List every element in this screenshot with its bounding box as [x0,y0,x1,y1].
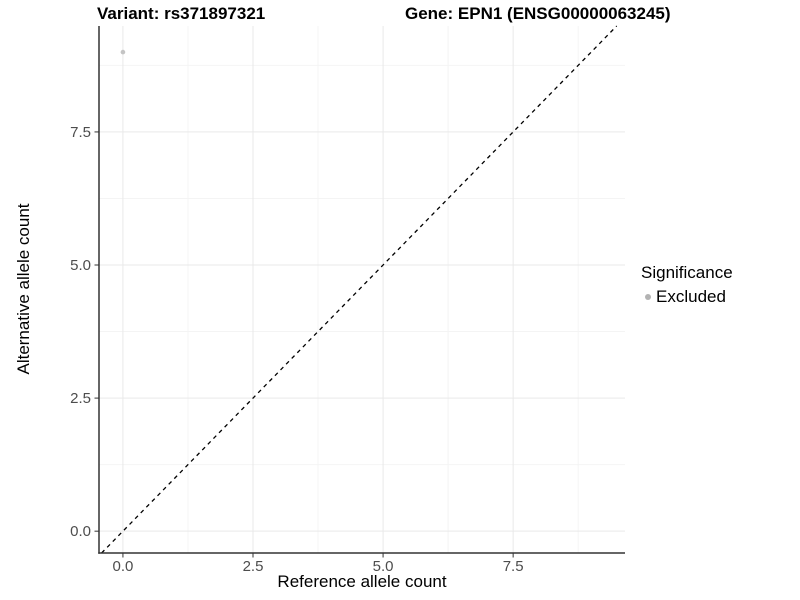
y-axis-title: Alternative allele count [14,203,33,375]
plot-title-gene: Gene: EPN1 (ENSG00000063245) [405,4,671,23]
legend: Significance Excluded [641,263,733,307]
y-tick-label: 0.0 [70,523,91,540]
x-axis-title: Reference allele count [277,572,447,591]
axis-lines [98,26,625,554]
x-tick-label: 0.0 [113,558,134,575]
y-tick-label: 7.5 [70,124,91,141]
x-tick-label: 5.0 [373,558,394,575]
grid-minor-lines [99,26,625,553]
x-tick-label: 7.5 [503,558,524,575]
x-tick-label: 2.5 [243,558,264,575]
identity-reference-line [101,25,618,554]
legend-item-excluded: Excluded [641,287,733,307]
legend-point-swatch [645,294,651,300]
legend-item-label: Excluded [656,287,726,306]
plot-title-variant: Variant: rs371897321 [97,4,266,23]
y-tick-label: 2.5 [70,390,91,407]
data-point [120,49,126,55]
legend-title: Significance [641,263,733,282]
data-points [120,49,126,55]
axis-ticks-and-labels: 0.0 2.5 5.0 7.5 0.0 2.5 5.0 7.5 [70,124,523,575]
grid-major-lines [99,26,625,553]
y-tick-label: 5.0 [70,257,91,274]
